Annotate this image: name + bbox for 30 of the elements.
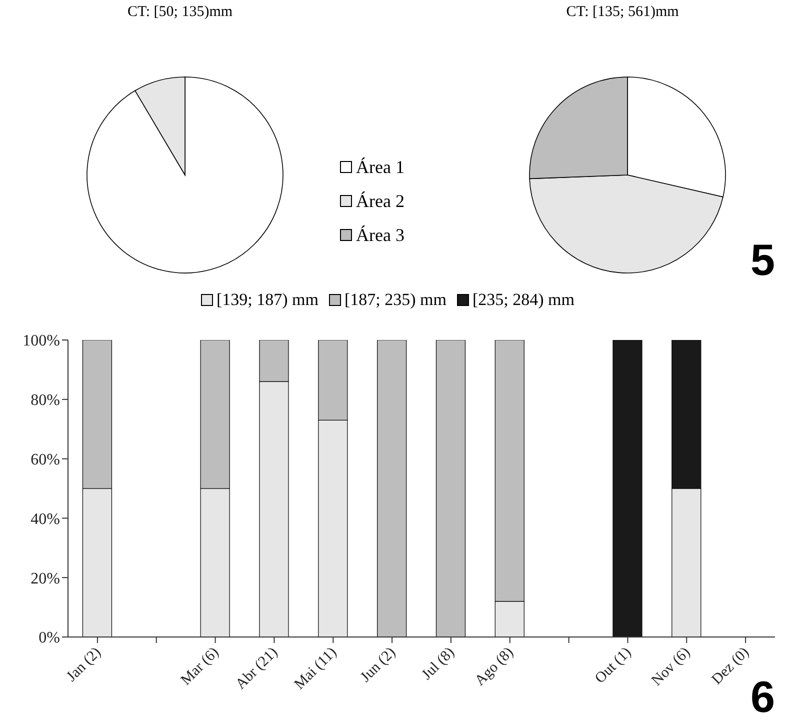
legend-label: Área 1 (355, 156, 404, 178)
x-tick-label: Ago (8) (472, 644, 517, 690)
text: 6 (750, 673, 775, 723)
legend-label: [139; 187) mm (216, 290, 318, 310)
legend-label: [235; 284) mm (472, 290, 574, 310)
x-tick-label: Nov (6) (648, 644, 694, 690)
x-tick-label: Out (1) (592, 644, 635, 687)
text: 5 (750, 236, 775, 286)
x-tick-label: Jan (2) (64, 644, 104, 685)
y-tick-label: 100% (22, 332, 60, 350)
bar (436, 340, 466, 637)
y-tick-label: 40% (30, 510, 60, 528)
bar (377, 340, 407, 637)
x-tick-label: Jul (8) (419, 644, 458, 684)
legend-label: Área 3 (355, 224, 404, 246)
x-tick-label: Dez (0) (708, 644, 752, 688)
x-tick-label: Mar (6) (178, 644, 222, 689)
legend-label: Área 2 (355, 190, 404, 212)
y-tick-label: 80% (30, 392, 60, 410)
x-tick-label: Abr (21) (232, 644, 282, 693)
x-tick-label: Mai (11) (292, 644, 340, 693)
y-tick-label: 20% (30, 570, 60, 588)
y-tick-label: 0% (38, 630, 60, 647)
chart-title: CT: [135; 561)mm (565, 4, 680, 21)
pie-slice (86, 76, 284, 274)
bar (612, 340, 642, 637)
chart-title: CT: [50; 135)mm (126, 4, 234, 21)
y-tick-label: 60% (30, 451, 60, 468)
legend-label: [187; 235) mm (344, 290, 446, 310)
x-tick-label: Jun (2) (358, 644, 399, 686)
